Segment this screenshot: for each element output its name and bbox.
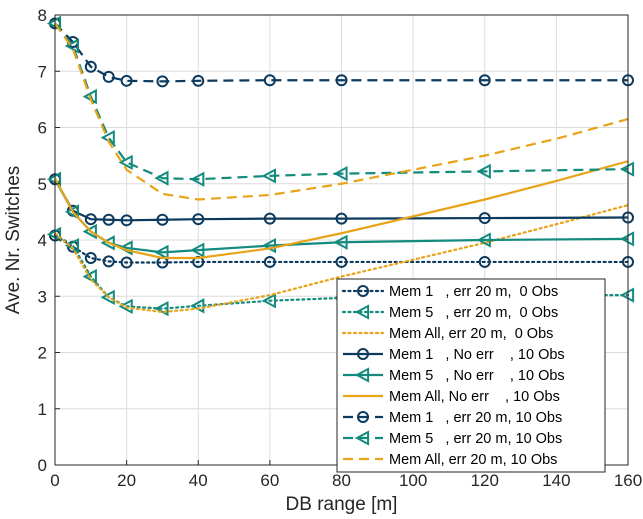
data-point bbox=[84, 60, 97, 73]
x-tick-label: 100 bbox=[399, 471, 427, 490]
legend-label: Mem 1 , err 20 m, 10 Obs bbox=[389, 410, 562, 426]
x-tick-label: 120 bbox=[471, 471, 499, 490]
legend-label: Mem 1 , err 20 m, 0 Obs bbox=[389, 284, 558, 300]
data-point bbox=[192, 74, 205, 87]
series bbox=[54, 22, 629, 201]
data-point bbox=[478, 255, 491, 268]
data-point bbox=[64, 38, 80, 54]
data-point bbox=[354, 430, 370, 446]
legend-entry: Mem 1 , err 20 m, 0 Obs bbox=[341, 284, 558, 300]
series bbox=[54, 160, 629, 260]
data-point bbox=[82, 268, 97, 285]
legend-label: Mem All, No err , 10 Obs bbox=[389, 389, 560, 405]
legend-entry: Mem 5 , err 20 m, 0 Obs bbox=[341, 304, 558, 321]
data-point bbox=[102, 70, 115, 83]
y-tick-label: 0 bbox=[38, 456, 47, 475]
legend-entry: Mem All, err 20 m, 10 Obs bbox=[343, 452, 557, 468]
data-point bbox=[120, 256, 133, 269]
y-tick-label: 5 bbox=[38, 175, 47, 194]
x-tick-label: 60 bbox=[260, 471, 279, 490]
series bbox=[53, 204, 630, 314]
x-tick-label: 0 bbox=[50, 471, 59, 490]
legend-entry: Mem All, err 20 m, 0 Obs bbox=[341, 326, 553, 342]
x-tick-label: 80 bbox=[332, 471, 351, 490]
x-tick-label: 20 bbox=[117, 471, 136, 490]
data-point bbox=[261, 293, 276, 309]
legend-label: Mem 5 , No err , 10 Obs bbox=[389, 368, 565, 384]
data-point bbox=[156, 75, 169, 88]
y-tick-label: 2 bbox=[38, 344, 47, 363]
data-point bbox=[263, 212, 276, 225]
data-point bbox=[120, 74, 133, 87]
data-point bbox=[102, 255, 115, 268]
y-tick-label: 1 bbox=[38, 400, 47, 419]
data-point bbox=[154, 300, 169, 317]
data-point bbox=[333, 234, 348, 250]
legend-entry: Mem All, No err , 10 Obs bbox=[343, 389, 560, 405]
data-point bbox=[100, 235, 115, 251]
y-tick-label: 8 bbox=[38, 6, 47, 25]
data-point bbox=[102, 213, 115, 226]
data-point bbox=[84, 213, 97, 226]
legend: Mem 1 , err 20 m, 0 Obs Mem 5 , err 20 m,… bbox=[336, 278, 606, 473]
data-point bbox=[190, 171, 205, 187]
data-point bbox=[154, 244, 169, 261]
data-point bbox=[335, 74, 348, 87]
series-line bbox=[54, 160, 629, 260]
data-point bbox=[156, 213, 169, 226]
data-point bbox=[335, 255, 348, 268]
data-point bbox=[118, 154, 133, 171]
data-point bbox=[476, 232, 491, 248]
data-point bbox=[190, 242, 205, 258]
series-line bbox=[54, 22, 628, 83]
data-point bbox=[357, 285, 369, 297]
data-point bbox=[84, 252, 97, 264]
y-tick-label: 3 bbox=[38, 287, 47, 306]
data-point bbox=[333, 165, 348, 182]
data-point bbox=[478, 74, 491, 87]
data-point bbox=[192, 213, 205, 226]
x-tick-label: 160 bbox=[614, 471, 642, 490]
series-layer bbox=[46, 15, 635, 317]
data-point bbox=[478, 212, 491, 225]
data-point bbox=[263, 74, 276, 87]
data-point bbox=[263, 255, 276, 268]
data-point bbox=[476, 163, 491, 180]
series-line bbox=[54, 22, 629, 201]
data-point bbox=[357, 411, 369, 423]
y-tick-label: 7 bbox=[38, 62, 47, 81]
data-point bbox=[120, 214, 133, 227]
legend-label: Mem 5 , err 20 m, 0 Obs bbox=[389, 305, 558, 321]
x-axis-label: DB range [m] bbox=[286, 494, 398, 515]
y-tick-label: 6 bbox=[38, 119, 47, 138]
legend-label: Mem All, err 20 m, 10 Obs bbox=[389, 452, 557, 468]
data-point bbox=[82, 223, 97, 240]
series-line bbox=[54, 178, 629, 222]
legend-entry: Mem 1 , No err , 10 Obs bbox=[343, 347, 565, 363]
data-point bbox=[354, 367, 370, 383]
y-axis-label: Ave. Nr. Switches bbox=[3, 166, 24, 315]
x-tick-label: 40 bbox=[189, 471, 208, 490]
series-line bbox=[53, 234, 630, 264]
data-point bbox=[100, 289, 115, 306]
x-tick-label: 140 bbox=[542, 471, 570, 490]
data-point bbox=[261, 168, 276, 184]
legend-label: Mem 5 , err 20 m, 10 Obs bbox=[389, 431, 562, 447]
data-point bbox=[357, 348, 369, 360]
legend-entry: Mem 5 , err 20 m, 10 Obs bbox=[343, 430, 562, 447]
legend-label: Mem 1 , No err , 10 Obs bbox=[389, 347, 565, 363]
legend-entry: Mem 5 , No err , 10 Obs bbox=[343, 367, 565, 384]
data-point bbox=[118, 298, 133, 315]
legend-entry: Mem 1 , err 20 m, 10 Obs bbox=[343, 410, 562, 426]
legend-label: Mem All, err 20 m, 0 Obs bbox=[389, 326, 553, 342]
y-tick-label: 4 bbox=[38, 231, 47, 250]
data-point bbox=[354, 304, 370, 320]
series-line bbox=[53, 204, 630, 314]
data-point bbox=[154, 170, 169, 186]
data-point bbox=[335, 212, 348, 225]
